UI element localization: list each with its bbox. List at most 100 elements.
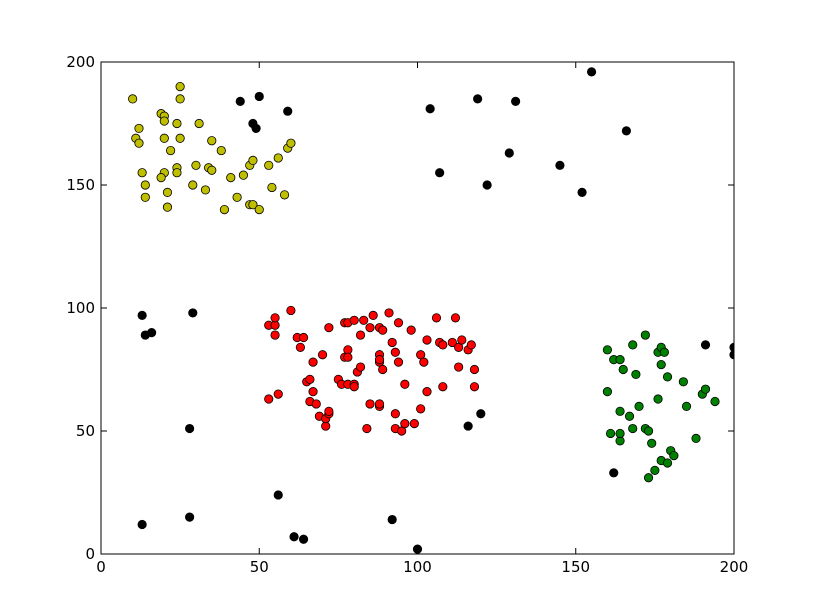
scatter-point	[577, 187, 587, 197]
scatter-point	[295, 342, 305, 352]
scatter-point	[188, 308, 198, 318]
scatter-point	[248, 155, 258, 165]
scatter-point	[450, 313, 461, 323]
scatter-point	[308, 387, 318, 397]
scatter-point	[511, 96, 521, 106]
scatter-point	[425, 104, 435, 114]
scatter-point	[435, 168, 445, 178]
scatter-point	[311, 399, 321, 409]
scatter-point	[185, 423, 195, 434]
scatter-point	[422, 387, 432, 397]
scatter-point	[365, 323, 375, 333]
scatter-point	[384, 308, 394, 318]
scatter-point	[643, 426, 654, 436]
scatter-point	[387, 514, 397, 525]
scatter-point	[438, 340, 448, 350]
scatter-point	[700, 340, 711, 350]
scatter-point	[207, 136, 217, 146]
scatter-point	[615, 428, 625, 439]
scatter-point	[200, 185, 211, 195]
scatter-point	[662, 372, 673, 382]
scatter-point	[298, 332, 309, 343]
scatter-point	[368, 310, 378, 320]
scatter-point	[185, 512, 195, 522]
scatter-point	[469, 364, 480, 375]
scatter-point	[140, 180, 150, 190]
x-tick-label: 50	[250, 558, 269, 576]
scatter-point	[238, 170, 249, 180]
x-tick-label: 200	[720, 558, 749, 576]
scatter-point	[378, 364, 388, 375]
scatter-point	[365, 399, 375, 409]
scatter-point	[387, 337, 397, 348]
scatter-point	[482, 180, 492, 190]
scatter-point	[469, 382, 480, 392]
scatter-point	[270, 313, 280, 323]
scatter-point	[463, 421, 473, 431]
scatter-point	[140, 192, 150, 202]
scatter-point	[659, 347, 669, 357]
y-tick-label: 0	[85, 545, 95, 563]
scatter-point	[473, 94, 483, 104]
scatter-point	[393, 318, 404, 328]
plot-points	[128, 67, 734, 554]
scatter-point	[647, 438, 657, 448]
scatter-point	[457, 335, 467, 345]
scatter-point	[254, 91, 264, 102]
scatter-point	[390, 409, 400, 419]
scatter-point	[662, 458, 673, 468]
scatter-point	[650, 465, 660, 475]
scatter-point	[669, 450, 679, 461]
scatter-point	[191, 160, 201, 170]
scatter-point	[248, 200, 258, 210]
scatter-point	[254, 205, 264, 215]
scatter-point	[267, 182, 277, 193]
scatter-point	[308, 357, 318, 367]
scatter-point	[305, 374, 315, 384]
scatter-point	[615, 406, 625, 416]
scatter-point	[137, 310, 147, 320]
scatter-point	[602, 345, 613, 355]
scatter-point	[355, 362, 366, 372]
scatter-point	[207, 165, 217, 175]
scatter-point	[283, 106, 293, 116]
scatter-point	[235, 96, 245, 106]
scatter-point	[678, 377, 688, 387]
scatter-point	[270, 330, 280, 340]
scatter-point	[273, 389, 283, 399]
scatter-point	[317, 350, 328, 360]
scatter-point	[156, 173, 166, 183]
scatter-point	[691, 433, 701, 443]
scatter-point	[362, 423, 372, 434]
scatter-point	[289, 532, 299, 542]
scatter-point	[615, 355, 625, 365]
scatter-point	[374, 399, 385, 409]
scatter-point	[188, 180, 198, 190]
scatter-point	[349, 315, 359, 325]
scatter-point	[447, 337, 457, 348]
scatter-point	[555, 160, 565, 170]
x-tick-label: 150	[561, 558, 590, 576]
scatter-point	[466, 340, 476, 350]
scatter-point	[476, 409, 486, 419]
scatter-point	[504, 148, 514, 158]
scatter-point	[273, 490, 283, 500]
scatter-point	[264, 160, 274, 170]
scatter-point	[279, 190, 290, 200]
scatter-point	[618, 364, 628, 375]
scatter-point	[624, 411, 635, 421]
scatter-point	[710, 396, 720, 407]
scatter-point	[374, 355, 385, 365]
scatter-point	[378, 325, 388, 335]
scatter-point	[631, 369, 641, 380]
y-tick-label: 100	[66, 299, 95, 317]
scatter-point	[438, 382, 448, 392]
scatter-point	[194, 118, 204, 129]
scatter-point	[359, 315, 369, 325]
y-tick-label: 50	[76, 422, 95, 440]
scatter-point	[219, 205, 230, 215]
scatter-point	[175, 94, 185, 104]
scatter-point	[273, 153, 283, 163]
